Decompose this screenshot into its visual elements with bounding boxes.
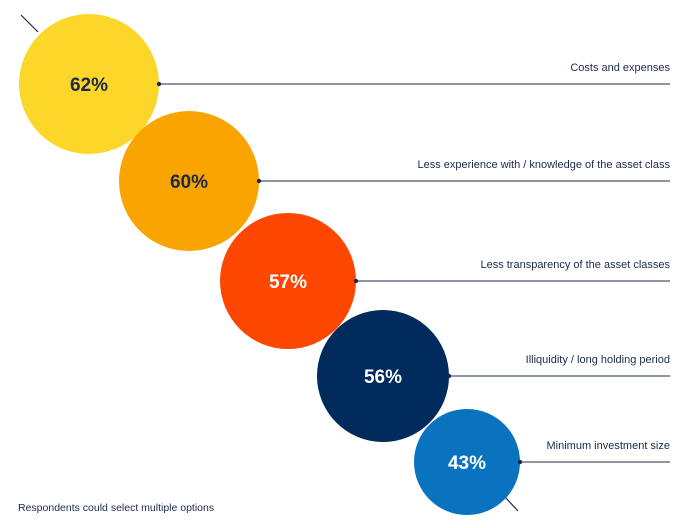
- category-label-5: Minimum investment size: [547, 440, 670, 452]
- bubble-4: [317, 310, 449, 442]
- category-label-1: Costs and expenses: [570, 62, 670, 74]
- leader-dot-1: [156, 81, 162, 87]
- category-label-4: Illiquidity / long holding period: [526, 354, 670, 366]
- leader-dot-4: [446, 373, 452, 379]
- bubble-value-label-5: 43%: [448, 453, 486, 474]
- bubble-value-label-2: 60%: [170, 172, 208, 193]
- category-label-2: Less experience with / knowledge of the …: [417, 159, 670, 171]
- bubble-value-label-4: 56%: [364, 367, 402, 388]
- leader-dot-3: [353, 278, 359, 284]
- bubble-2: [119, 111, 259, 251]
- bubble-5: [414, 409, 520, 515]
- bubble-value-label-1: 62%: [70, 75, 108, 96]
- leader-dot-5: [517, 459, 523, 465]
- bubble-3: [220, 213, 356, 349]
- bubble-1: [19, 14, 159, 154]
- category-label-3: Less transparency of the asset classes: [480, 259, 670, 271]
- bubbles-group: 62% Costs and expenses 60% Less experience …: [19, 14, 670, 515]
- footnote: Respondents could select multiple option…: [18, 502, 215, 514]
- leader-dot-2: [256, 178, 262, 184]
- diagonal-axis-start: [20, 14, 39, 33]
- diagonal-axis-end: [504, 496, 519, 512]
- bubble-value-label-3: 57%: [269, 272, 307, 293]
